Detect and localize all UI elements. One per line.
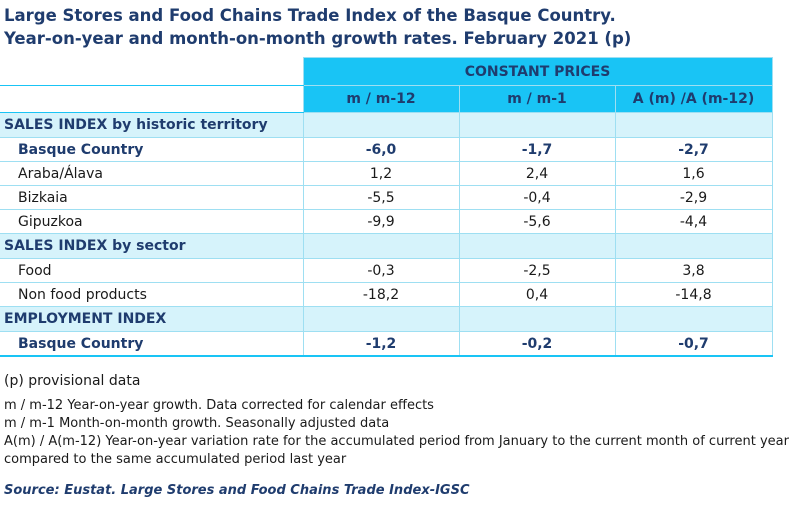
value-cell: -0,3	[302, 258, 460, 283]
section-row: SALES INDEX by historic territory	[0, 112, 773, 138]
data-row: Food -0,3 -2,5 3,8	[0, 258, 773, 283]
value-cell: 3,8	[614, 258, 773, 283]
value-cell: -1,2	[302, 331, 460, 357]
value-cell: 0,4	[458, 282, 616, 307]
value-cell: 2,4	[458, 161, 616, 186]
header-row: CONSTANT PRICES	[0, 57, 773, 86]
note: A(m) / A(m-12) Year-on-year variation ra…	[4, 434, 789, 467]
row-label: Bizkaia	[0, 185, 303, 210]
empty-cell	[302, 112, 460, 138]
row-label: Non food products	[0, 282, 303, 307]
empty-cell	[614, 233, 773, 259]
title-line: Large Stores and Food Chains Trade Index…	[4, 6, 616, 25]
column-header: m / m-12	[302, 85, 460, 113]
section-row: SALES INDEX by sector	[0, 233, 773, 259]
header-row: m / m-12 m / m-1 A (m) /A (m-12)	[0, 85, 773, 113]
value-cell: -1,7	[458, 137, 616, 162]
empty-cell	[458, 112, 616, 138]
note: (p) provisional data	[4, 373, 141, 389]
data-row: Basque Country -1,2 -0,2 -0,7	[0, 331, 773, 357]
note: m / m-12 Year-on-year growth. Data corre…	[4, 398, 434, 413]
section-title: SALES INDEX by historic territory	[0, 112, 303, 138]
value-cell: 1,6	[614, 161, 773, 186]
value-cell: -2,7	[614, 137, 773, 162]
data-row: Basque Country -6,0 -1,7 -2,7	[0, 137, 773, 162]
row-label: Araba/Álava	[0, 161, 303, 186]
column-header: A (m) /A (m-12)	[614, 85, 773, 113]
data-table: CONSTANT PRICES m / m-12 m / m-1 A (m) /…	[0, 57, 773, 357]
section-title: EMPLOYMENT INDEX	[0, 306, 303, 332]
value-cell: -2,9	[614, 185, 773, 210]
value-cell: -18,2	[302, 282, 460, 307]
value-cell: -5,5	[302, 185, 460, 210]
data-row: Araba/Álava 1,2 2,4 1,6	[0, 161, 773, 186]
column-header: m / m-1	[458, 85, 616, 113]
empty-cell	[458, 306, 616, 332]
blank-cell	[0, 57, 303, 86]
value-cell: -14,8	[614, 282, 773, 307]
data-row: Gipuzkoa -9,9 -5,6 -4,4	[0, 209, 773, 234]
section-row: EMPLOYMENT INDEX	[0, 306, 773, 332]
value-cell: -0,7	[614, 331, 773, 357]
notes: (p) provisional data m / m-12 Year-on-yea…	[4, 372, 794, 469]
title: Large Stores and Food Chains Trade Index…	[4, 4, 631, 50]
row-label: Basque Country	[0, 331, 303, 357]
value-cell: -4,4	[614, 209, 773, 234]
value-cell: -5,6	[458, 209, 616, 234]
value-cell: -0,4	[458, 185, 616, 210]
note: m / m-1 Month-on-month growth. Seasonall…	[4, 416, 390, 431]
value-cell: -9,9	[302, 209, 460, 234]
blank-cell	[0, 85, 303, 113]
value-cell: -0,2	[458, 331, 616, 357]
empty-cell	[302, 306, 460, 332]
group-header: CONSTANT PRICES	[302, 57, 773, 86]
empty-cell	[302, 233, 460, 259]
section-title: SALES INDEX by sector	[0, 233, 303, 259]
title-line: Year-on-year and month-on-month growth r…	[4, 29, 632, 48]
value-cell: -2,5	[458, 258, 616, 283]
row-label: Basque Country	[0, 137, 303, 162]
row-label: Gipuzkoa	[0, 209, 303, 234]
value-cell: 1,2	[302, 161, 460, 186]
empty-cell	[458, 233, 616, 259]
empty-cell	[614, 306, 773, 332]
source: Source: Eustat. Large Stores and Food Ch…	[4, 483, 470, 498]
value-cell: -6,0	[302, 137, 460, 162]
data-row: Bizkaia -5,5 -0,4 -2,9	[0, 185, 773, 210]
data-row: Non food products -18,2 0,4 -14,8	[0, 282, 773, 307]
empty-cell	[614, 112, 773, 138]
row-label: Food	[0, 258, 303, 283]
